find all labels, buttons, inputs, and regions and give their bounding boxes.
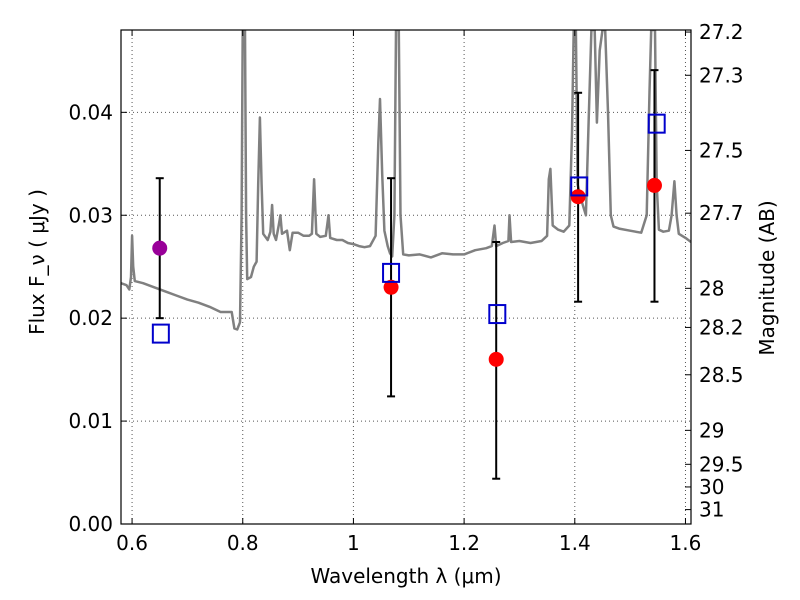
y2-tick-label: 27.5 xyxy=(699,138,744,162)
y2-tick-label: 28.5 xyxy=(699,363,744,387)
y2-tick-label: 30 xyxy=(699,475,724,499)
markers xyxy=(151,113,666,367)
x-tick-label: 1 xyxy=(347,531,360,555)
y2-tick-label: 27.7 xyxy=(699,201,744,225)
y-tick-label: 0.03 xyxy=(68,203,113,227)
model-band-flux-square xyxy=(382,262,401,283)
y2-tick-label: 27.2 xyxy=(699,20,744,44)
observed-flux-point xyxy=(152,240,168,256)
x-tick-label: 1.4 xyxy=(559,531,591,555)
x-axis-label: Wavelength λ (μm) xyxy=(310,564,501,588)
y-tick-label: 0.01 xyxy=(68,409,113,433)
observed-flux-point xyxy=(646,177,662,193)
y-tick-label: 0.00 xyxy=(68,512,113,536)
y2-tick-label: 29 xyxy=(699,418,724,442)
x-tick-label: 1.2 xyxy=(448,531,480,555)
observed-flux-point xyxy=(488,351,504,367)
y2-axis-label: Magnitude (AB) xyxy=(755,200,779,355)
plot-area xyxy=(121,30,691,331)
x-tick-label: 0.8 xyxy=(227,531,259,555)
axes: 0.6 0.8 1 1.2 1.4 1.6 0.00 0.01 0.02 0.03 0.04 27.2… xyxy=(68,20,743,555)
y-tick-label: 0.02 xyxy=(68,306,113,330)
y-axis-label: Flux F_ν ( μJy ) xyxy=(25,189,49,335)
model-band-flux-square xyxy=(570,176,589,197)
plot-frame xyxy=(120,29,692,525)
model-band-flux-square xyxy=(488,304,507,325)
model-band-flux-square xyxy=(647,113,666,134)
observed-flux-point xyxy=(570,189,586,205)
y2-tick-label: 29.5 xyxy=(699,452,744,476)
x-tick-label: 0.6 xyxy=(116,531,148,555)
y2-tick-label: 27.3 xyxy=(699,63,744,87)
x-tick-label: 1.6 xyxy=(670,531,702,555)
y2-tick-label: 28.2 xyxy=(699,315,744,339)
y2-tick-label: 28 xyxy=(699,276,724,300)
model-spectrum-line xyxy=(121,30,691,331)
model-band-flux-square xyxy=(151,323,170,344)
grid xyxy=(121,30,691,524)
y2-tick-label: 31 xyxy=(699,498,724,522)
y-tick-label: 0.04 xyxy=(68,100,113,124)
observed-flux-point xyxy=(383,279,399,295)
